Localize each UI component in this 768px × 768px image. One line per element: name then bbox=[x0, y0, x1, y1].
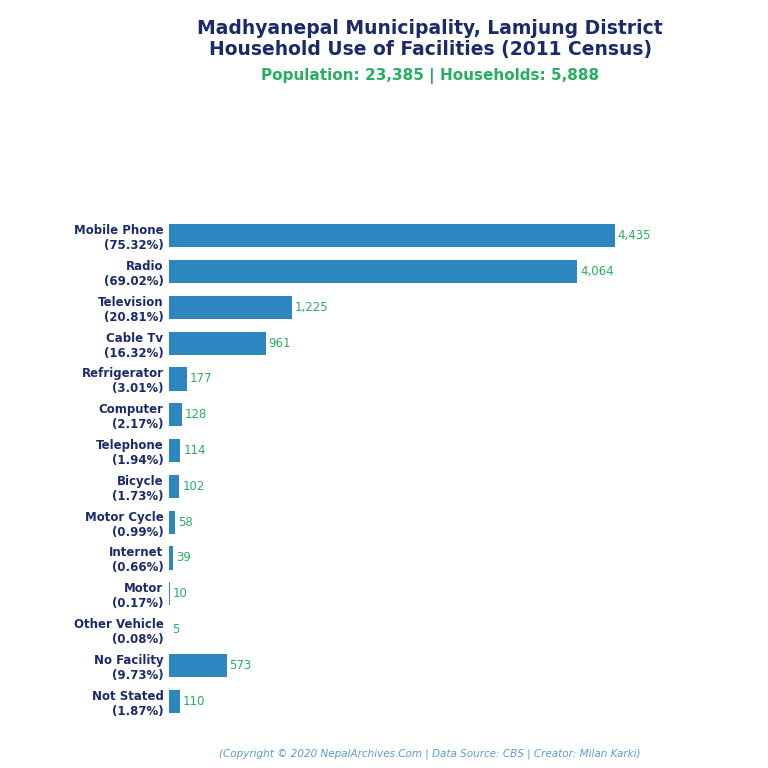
Text: 5: 5 bbox=[173, 623, 180, 636]
Text: 128: 128 bbox=[185, 409, 207, 422]
Text: Madhyanepal Municipality, Lamjung District: Madhyanepal Municipality, Lamjung Distri… bbox=[197, 19, 663, 38]
Text: 39: 39 bbox=[176, 551, 190, 564]
Text: 114: 114 bbox=[184, 444, 206, 457]
Text: (Copyright © 2020 NepalArchives.Com | Data Source: CBS | Creator: Milan Karki): (Copyright © 2020 NepalArchives.Com | Da… bbox=[220, 748, 641, 759]
Text: 102: 102 bbox=[182, 480, 204, 493]
Text: 10: 10 bbox=[173, 588, 188, 601]
Bar bbox=[169, 654, 227, 677]
Bar bbox=[169, 475, 179, 498]
Bar bbox=[169, 546, 173, 570]
Bar bbox=[169, 439, 180, 462]
Bar bbox=[169, 511, 175, 534]
Text: 1,225: 1,225 bbox=[295, 301, 329, 314]
Text: 110: 110 bbox=[183, 695, 205, 707]
Bar bbox=[169, 332, 266, 355]
Bar bbox=[169, 403, 182, 426]
Text: Household Use of Facilities (2011 Census): Household Use of Facilities (2011 Census… bbox=[209, 40, 651, 59]
Text: 177: 177 bbox=[190, 372, 212, 386]
Bar bbox=[169, 224, 614, 247]
Text: 4,064: 4,064 bbox=[581, 265, 614, 278]
Bar bbox=[169, 690, 180, 713]
Text: 58: 58 bbox=[178, 515, 193, 528]
Bar bbox=[169, 260, 578, 283]
Text: 573: 573 bbox=[230, 659, 252, 672]
Text: Population: 23,385 | Households: 5,888: Population: 23,385 | Households: 5,888 bbox=[261, 68, 599, 84]
Text: 4,435: 4,435 bbox=[617, 230, 651, 242]
Bar bbox=[169, 582, 170, 605]
Bar bbox=[169, 367, 187, 391]
Text: 961: 961 bbox=[269, 336, 291, 349]
Bar bbox=[169, 296, 292, 319]
